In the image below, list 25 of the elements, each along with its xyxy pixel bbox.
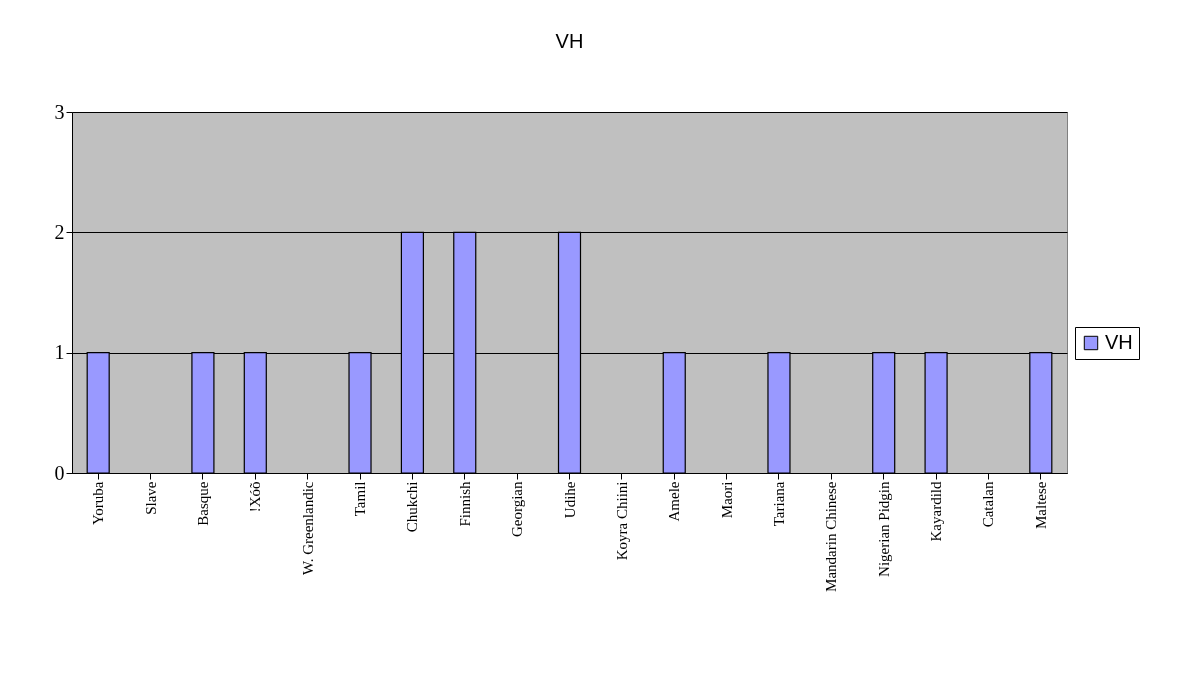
x-tick-label: Yoruba: [90, 481, 107, 525]
legend-label: VH: [1105, 331, 1133, 353]
y-tick-label: 1: [54, 341, 65, 364]
x-tick-label: Slave: [142, 481, 159, 515]
x-tick-label: Finnish: [456, 481, 473, 527]
x-tick-label: Nigerian Pidgin: [875, 481, 892, 577]
x-tick-label: W. Greenlandic: [299, 481, 316, 576]
x-tick-label: Chukchi: [404, 481, 421, 533]
x-tick-label: Basque: [194, 481, 211, 526]
x-tick-label: Maori: [718, 481, 735, 519]
y-tick-label: 0: [54, 461, 65, 484]
x-tick-label: Amele: [666, 481, 683, 522]
x-tick-label: Catalan: [980, 481, 997, 528]
x-tick-label: Koyra Chiini: [613, 481, 630, 561]
x-tick-label: Tariana: [770, 481, 787, 527]
x-tick-label: Mandarin Chinese: [823, 481, 840, 592]
x-tick-label: Tamil: [352, 481, 369, 517]
x-tick-label: Udihe: [561, 481, 578, 519]
x-tick-label: !Xóõ: [247, 481, 264, 513]
x-tick-label: Maltese: [1032, 481, 1049, 529]
y-tick-label: 2: [54, 220, 65, 243]
chart-title: VH: [555, 30, 584, 52]
x-tick-label: Georgian: [509, 481, 526, 538]
y-tick-label: 3: [54, 100, 65, 123]
x-tick-label: Kayardild: [928, 481, 945, 542]
